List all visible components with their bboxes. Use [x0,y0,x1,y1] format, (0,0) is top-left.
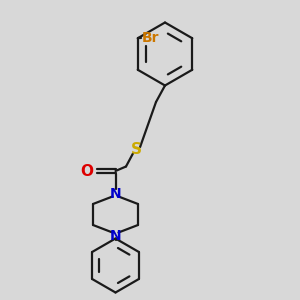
Text: N: N [110,187,121,200]
Text: S: S [131,142,142,158]
Text: Br: Br [142,31,159,45]
Text: O: O [81,164,94,178]
Text: N: N [110,229,121,242]
